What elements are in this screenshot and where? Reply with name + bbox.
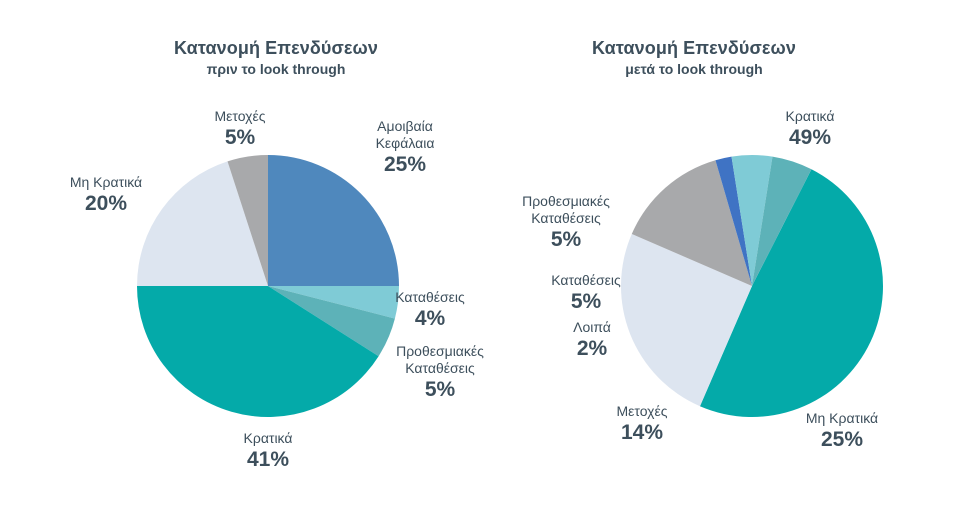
slice-label-name-left-1-0: Καταθέσεις	[395, 289, 465, 305]
slice-label-right-2: Μετοχές 14%	[617, 403, 668, 444]
slice-label-value-left-0: 25%	[384, 153, 426, 176]
slice-label-name-right-4-0: Καταθέσεις	[551, 272, 621, 288]
slice-label-name-right-1-0: Μη Κρατικά	[806, 410, 878, 426]
slice-label-left-3: Κρατικά 41%	[244, 430, 293, 471]
chart-title-right: Κατανομή Επενδύσεων	[592, 38, 796, 58]
slice-label-value-left-5: 5%	[225, 126, 256, 149]
slice-label-name-left-4-0: Μη Κρατικά	[70, 174, 142, 190]
slice-label-left-1: Καταθέσεις 4%	[395, 289, 465, 330]
pie-slice-right-4	[731, 155, 773, 286]
pie-slice-right-3	[715, 156, 752, 286]
pie-slice-left-4	[137, 161, 268, 286]
slice-label-name-right-0-0: Κρατικά	[786, 108, 835, 124]
slice-label-name-left-0-0: Αμοιβαία	[377, 118, 433, 134]
slice-label-left-5: Μετοχές 5%	[215, 108, 266, 149]
slice-label-value-right-0: 49%	[789, 126, 831, 149]
slice-label-name-left-3-0: Κρατικά	[244, 430, 293, 446]
slice-label-name-right-5-1: Καταθέσεις	[531, 210, 601, 226]
pie-slice-right-5	[752, 156, 812, 286]
slice-label-value-right-1: 25%	[821, 428, 863, 451]
slice-label-value-left-3: 41%	[247, 448, 289, 471]
pie-slice-right-2	[631, 160, 752, 286]
chart-title-left: Κατανομή Επενδύσεων	[174, 38, 378, 58]
chart-title-block-right: Κατανομή Επενδύσεων μετά το look through	[494, 38, 894, 77]
slice-label-right-4: Καταθέσεις 5%	[551, 272, 621, 313]
slice-label-value-left-2: 5%	[425, 378, 456, 401]
pie-slice-left-5	[227, 155, 268, 286]
slice-label-right-1: Μη Κρατικά 25%	[806, 410, 878, 451]
slice-label-value-left-1: 4%	[415, 307, 446, 330]
slice-label-left-4: Μη Κρατικά 20%	[70, 174, 142, 215]
pie-slice-right-1	[621, 233, 752, 407]
chart-subtitle-right: μετά το look through	[625, 61, 763, 77]
chart-subtitle-left: πριν το look through	[206, 61, 346, 77]
slice-label-name-left-2-1: Καταθέσεις	[405, 360, 475, 376]
pie-slice-left-0	[268, 155, 399, 286]
pie-slice-right-0	[699, 169, 884, 418]
slice-label-value-right-5: 5%	[551, 228, 582, 251]
slice-label-name-right-5-0: Προθεσμιακές	[522, 193, 610, 209]
pie-slice-left-1	[268, 286, 399, 319]
slice-label-value-left-4: 20%	[85, 192, 127, 215]
slice-label-name-left-5-0: Μετοχές	[215, 108, 266, 124]
slice-label-value-right-3: 2%	[577, 337, 608, 360]
chart-title-block-left: Κατανομή Επενδύσεων πριν το look through	[76, 38, 476, 77]
pie-slice-left-3	[137, 286, 379, 418]
pie-slice-left-2	[268, 286, 395, 357]
slice-label-name-left-0-1: Κεφάλαια	[376, 135, 435, 151]
slice-label-value-right-4: 5%	[571, 290, 602, 313]
slice-label-right-0: Κρατικά 49%	[786, 108, 835, 149]
slice-label-right-3: Λοιπά 2%	[573, 319, 611, 360]
slice-label-name-right-2-0: Μετοχές	[617, 403, 668, 419]
slice-label-value-right-2: 14%	[621, 421, 663, 444]
slice-label-name-right-3-0: Λοιπά	[573, 319, 611, 335]
slice-label-name-left-2-0: Προθεσμιακές	[396, 343, 484, 359]
